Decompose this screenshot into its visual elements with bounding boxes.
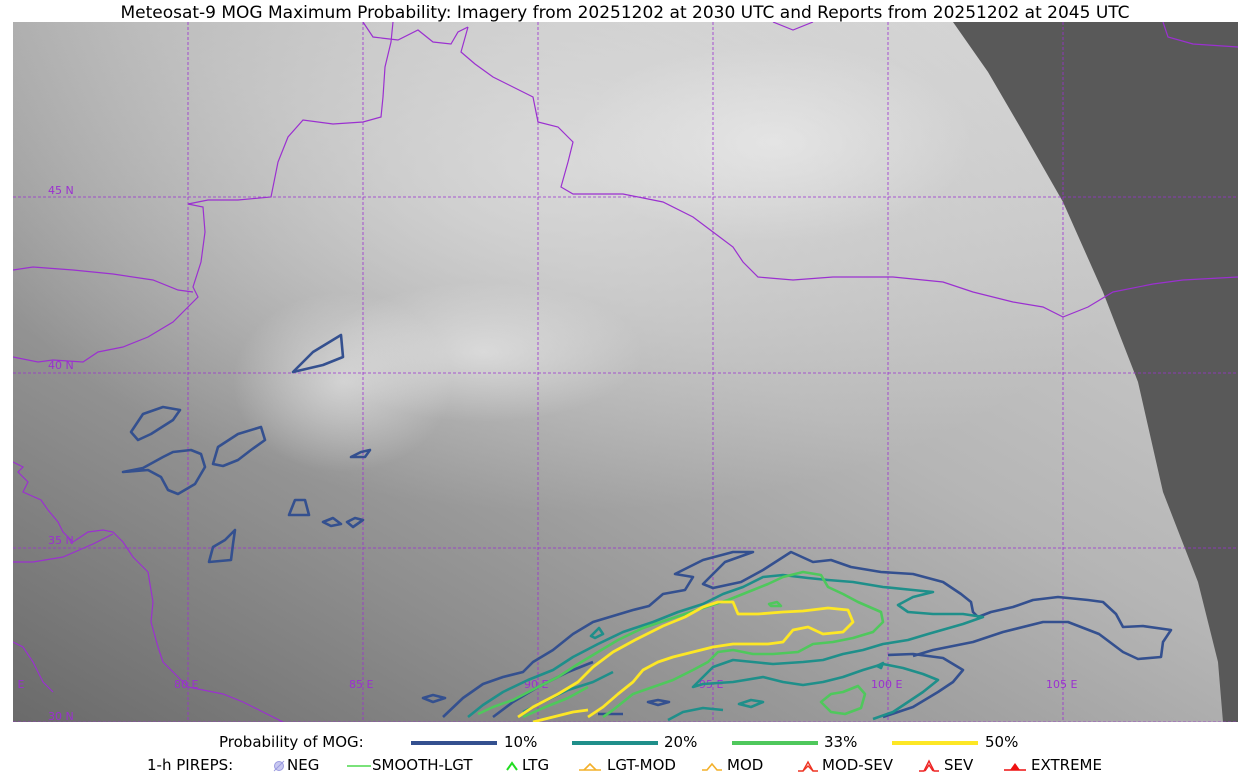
legend-label-50: 50% [985, 733, 1019, 751]
lat-label-45n: 45 N [48, 184, 74, 197]
mod-icon [702, 762, 722, 771]
lat-label-35n: 35 N [48, 534, 74, 547]
neg-icon [273, 760, 285, 772]
legend-swatch-10 [411, 741, 497, 745]
extreme-icon [1004, 763, 1026, 771]
lon-label-75e: 75 E [13, 678, 24, 691]
map-title: Meteosat-9 MOG Maximum Probability: Imag… [120, 3, 1130, 23]
pirep-label-smooth-lgt: SMOOTH-LGT [372, 756, 473, 774]
lon-label-80e: 80 E [174, 678, 198, 691]
legend-label-33: 33% [824, 733, 858, 751]
legend-label-20: 20% [664, 733, 698, 751]
contours-33-percent [477, 570, 885, 719]
contours-50-percent [517, 600, 855, 722]
pirep-label-extreme: EXTREME [1031, 756, 1102, 774]
lgt-mod-icon [579, 762, 601, 771]
no-data-region [953, 22, 1238, 722]
mod-sev-icon [798, 760, 818, 772]
pireps-legend: 1-h PIREPS: NEG SMOOTH-LGT LTG LGT-MOD M… [0, 756, 1250, 776]
lon-label-100e: 100 E [871, 678, 902, 691]
lon-label-105e: 105 E [1046, 678, 1077, 691]
legend-swatch-20 [572, 741, 658, 745]
lon-label-90e: 90 E [524, 678, 548, 691]
probability-legend: Probability of MOG: 10% 20% 33% 50% [0, 733, 1250, 753]
satellite-map: 45 N 40 N 35 N 30 N 75 E 80 E 85 E 90 E … [13, 22, 1238, 722]
sev-icon [919, 759, 939, 772]
latlon-grid [13, 22, 1238, 722]
pireps-legend-title: 1-h PIREPS: [147, 756, 234, 774]
pirep-label-lgt-mod: LGT-MOD [607, 756, 676, 774]
legend-swatch-50 [892, 741, 978, 745]
legend-label-10: 10% [504, 733, 538, 751]
pirep-label-mod: MOD [727, 756, 764, 774]
lat-label-30n: 30 N [48, 710, 74, 722]
pirep-label-sev: SEV [944, 756, 974, 774]
lat-label-40n: 40 N [48, 359, 74, 372]
pirep-label-neg: NEG [287, 756, 320, 774]
ltg-icon [506, 761, 518, 771]
pirep-label-ltg: LTG [522, 756, 550, 774]
smooth-lgt-icon [347, 765, 371, 767]
lon-label-85e: 85 E [349, 678, 373, 691]
pirep-label-mod-sev: MOD-SEV [822, 756, 893, 774]
legend-swatch-33 [732, 741, 818, 745]
probability-legend-title: Probability of MOG: [219, 733, 364, 751]
